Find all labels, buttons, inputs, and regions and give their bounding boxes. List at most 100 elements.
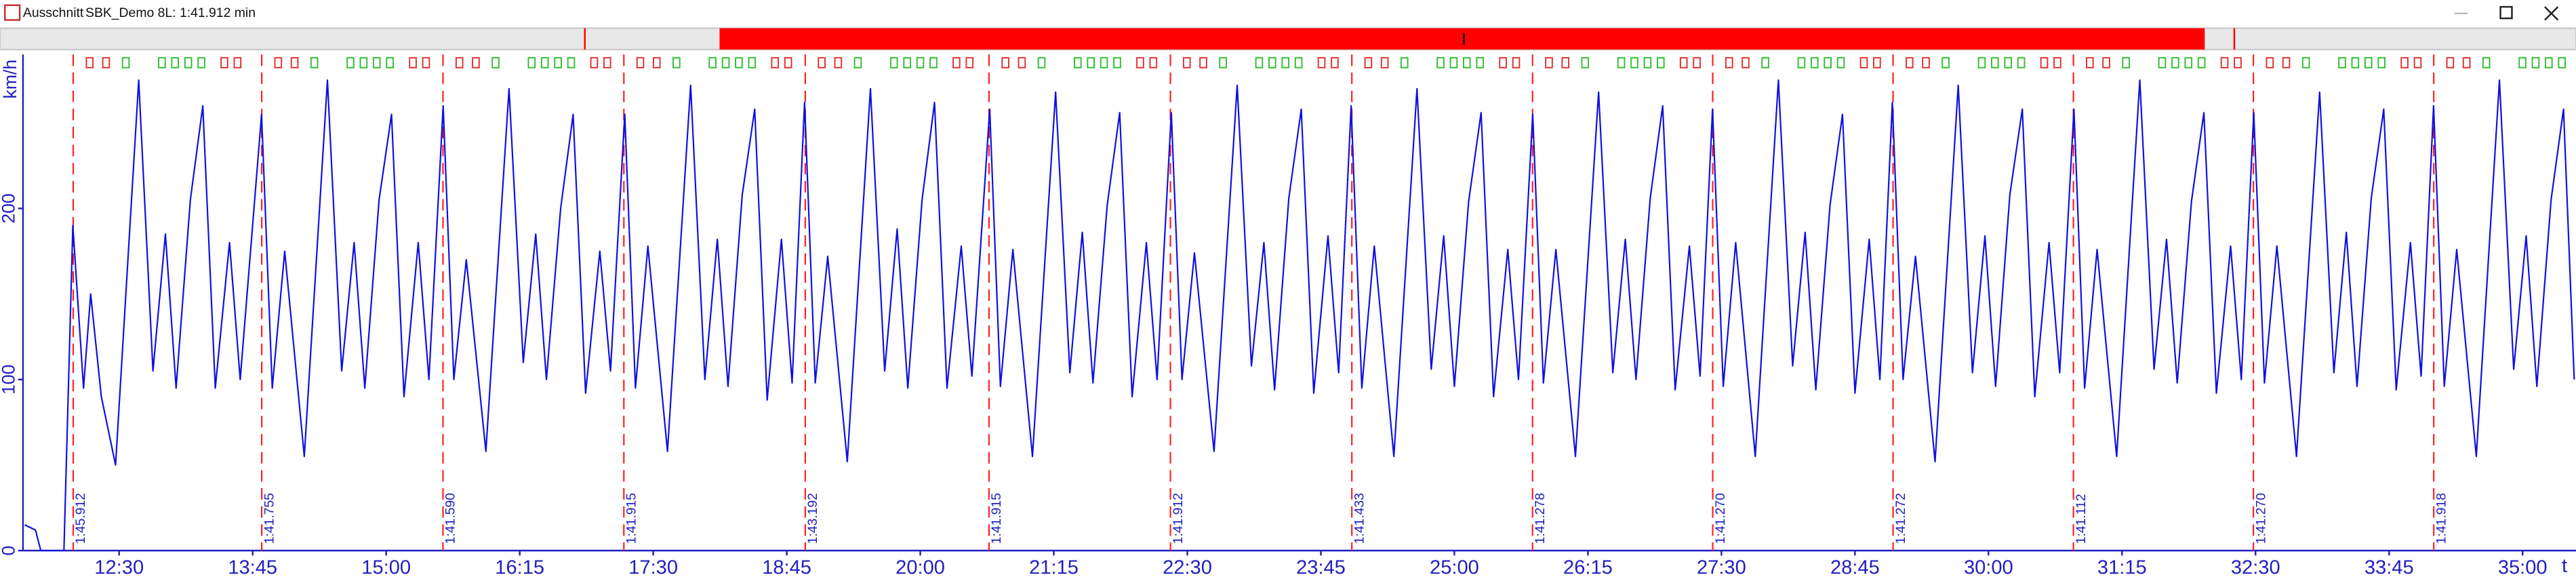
- event-glyph: [220, 57, 228, 68]
- document-title: SBK_Demo 8L: 1:41.912 min: [85, 5, 256, 20]
- event-glyph: [2122, 57, 2130, 68]
- lap-time-label: 1:41.270: [1713, 493, 1728, 544]
- selection-range[interactable]: [719, 28, 2205, 50]
- x-tick-label: 18:45: [762, 557, 811, 579]
- event-glyph: [540, 57, 549, 68]
- event-glyph: [1941, 57, 1950, 68]
- event-glyph: [386, 57, 394, 68]
- event-glyph: [2364, 57, 2373, 68]
- event-glyph: [2351, 57, 2360, 68]
- event-glyph: [158, 57, 166, 68]
- event-glyph: [567, 57, 576, 68]
- event-glyph: [1018, 57, 1026, 68]
- x-tick-label: 35:00: [2498, 557, 2548, 579]
- event-glyph: [1219, 57, 1227, 68]
- event-glyph: [2282, 57, 2291, 68]
- event-glyph: [1331, 57, 1339, 68]
- event-glyph: [708, 57, 717, 68]
- event-glyph: [1268, 57, 1276, 68]
- event-glyph: [310, 57, 319, 68]
- event-glyph: [2377, 57, 2386, 68]
- x-tick-label: 26:15: [1563, 557, 1613, 579]
- event-glyph: [1922, 57, 1930, 68]
- event-glyph: [2158, 57, 2167, 68]
- x-tick-label: 17:30: [628, 557, 678, 579]
- event-glyph: [233, 57, 242, 68]
- event-glyph: [1499, 57, 1507, 68]
- event-glyph: [102, 57, 110, 68]
- event-glyph: [1643, 57, 1652, 68]
- event-glyph: [2413, 57, 2422, 68]
- event-glyph: [1991, 57, 1999, 68]
- event-glyph: [184, 57, 193, 68]
- window-caption: Ausschnitt: [23, 5, 84, 20]
- event-glyph: [1905, 57, 1914, 68]
- x-tick-label: 12:30: [94, 557, 144, 579]
- event-glyph: [346, 57, 355, 68]
- close-button[interactable]: [2544, 6, 2559, 21]
- event-glyph: [472, 57, 480, 68]
- lap-time-label: 1:41.433: [1352, 493, 1367, 544]
- event-glyph: [554, 57, 562, 68]
- event-glyph: [929, 57, 938, 68]
- event-glyph: [1182, 57, 1191, 68]
- event-glyph: [603, 57, 611, 68]
- lap-time-label: 1:41.270: [2253, 493, 2268, 544]
- event-glyph: [422, 57, 430, 68]
- event-glyph: [1656, 57, 1665, 68]
- maximize-button[interactable]: [2499, 5, 2513, 20]
- x-tick-label: 15:00: [361, 557, 411, 579]
- event-glyph: [1693, 57, 1701, 68]
- event-glyph: [590, 57, 599, 68]
- event-glyph: [1149, 57, 1158, 68]
- event-glyph: [2053, 57, 2061, 68]
- event-glyph: [1836, 57, 1845, 68]
- event-glyph: [290, 57, 299, 68]
- event-glyph: [818, 57, 826, 68]
- event-glyph: [652, 57, 661, 68]
- event-glyph: [1380, 57, 1389, 68]
- event-glyph: [721, 57, 730, 68]
- event-glyph: [1100, 57, 1108, 68]
- event-glyph: [1545, 57, 1553, 68]
- event-glyph: [1463, 57, 1471, 68]
- lap-time-label: 1:41.912: [1171, 493, 1186, 544]
- lap-time-label: 1:41.755: [262, 493, 277, 544]
- lap-time-label: 1:41.915: [624, 493, 639, 544]
- y-tick-label: 0: [0, 546, 19, 556]
- speed-trace: [24, 79, 2575, 552]
- event-glyph: [784, 57, 792, 68]
- event-glyph: [636, 57, 645, 68]
- x-tick-label: 33:45: [2364, 557, 2414, 579]
- event-glyph: [1449, 57, 1458, 68]
- x-axis-label: t: [2562, 555, 2567, 577]
- event-glyph: [1294, 57, 1303, 68]
- lap-time-label: 1:41.272: [1893, 493, 1908, 544]
- event-glyph: [1742, 57, 1750, 68]
- event-glyph: [1797, 57, 1806, 68]
- lap-time-label: 1:41.112: [2074, 494, 2089, 544]
- event-glyph: [2171, 57, 2179, 68]
- title-bar: [0, 0, 2576, 27]
- event-glyph: [1476, 57, 1485, 68]
- event-glyph: [121, 57, 130, 68]
- event-glyph: [771, 57, 780, 68]
- event-glyph: [2558, 57, 2567, 68]
- event-glyph: [2518, 57, 2527, 68]
- event-glyph: [2004, 57, 2013, 68]
- event-glyph: [1824, 57, 1832, 68]
- event-glyph: [2482, 57, 2491, 68]
- event-glyph: [2462, 57, 2471, 68]
- event-glyph: [2102, 57, 2110, 68]
- event-glyph: [1725, 57, 1733, 68]
- event-glyph: [1561, 57, 1570, 68]
- event-glyph: [2017, 57, 2026, 68]
- lap-time-label: 1:41.278: [1533, 493, 1548, 544]
- x-tick-label: 27:30: [1697, 557, 1746, 579]
- event-glyph: [491, 57, 500, 68]
- lap-time-label: 1:43.192: [805, 493, 820, 544]
- event-glyph: [853, 57, 862, 68]
- event-glyph: [359, 57, 368, 68]
- event-glyph: [2531, 57, 2540, 68]
- event-glyph: [1630, 57, 1638, 68]
